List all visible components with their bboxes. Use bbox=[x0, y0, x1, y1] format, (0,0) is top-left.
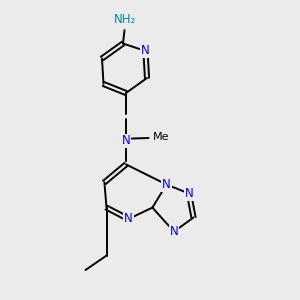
Text: N: N bbox=[122, 134, 130, 148]
Text: N: N bbox=[169, 225, 178, 238]
Text: N: N bbox=[162, 178, 171, 191]
Text: Me: Me bbox=[153, 131, 169, 142]
Text: N: N bbox=[184, 187, 194, 200]
Text: N: N bbox=[124, 212, 133, 226]
Text: NH₂: NH₂ bbox=[113, 13, 136, 26]
Text: N: N bbox=[141, 44, 150, 58]
